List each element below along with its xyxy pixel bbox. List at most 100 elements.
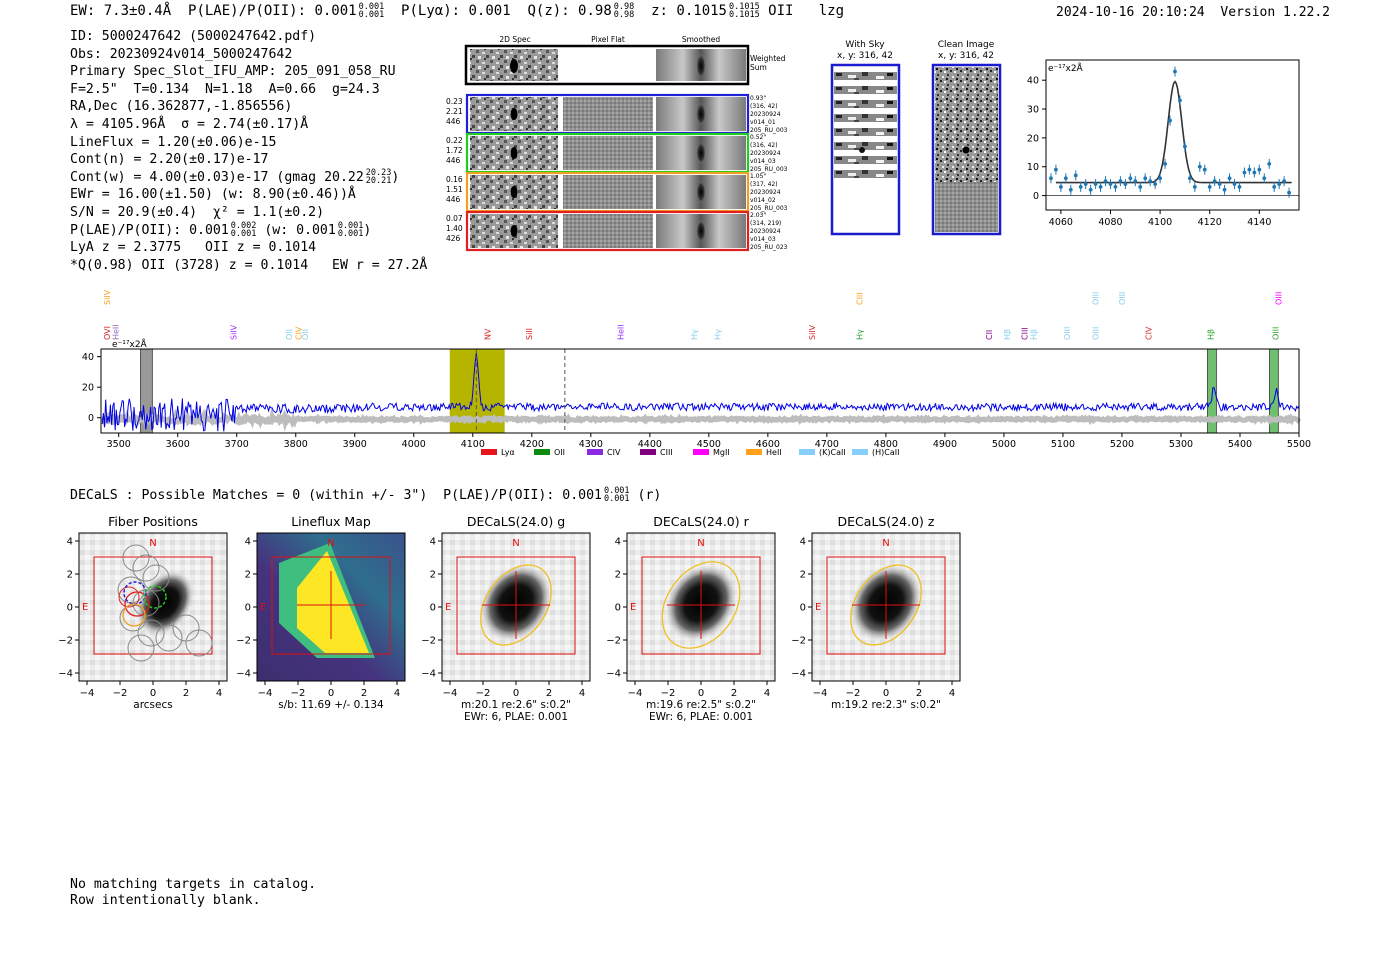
fiber-circle [122, 603, 146, 627]
header-z: z: 0.1015 [651, 3, 727, 19]
spectral-line-label: OIII [1118, 292, 1127, 305]
zoom-data-point [1232, 182, 1237, 186]
legend-label: Lyα [501, 448, 515, 457]
spec-ylabel: e⁻¹⁷x2Å [112, 338, 148, 350]
cutout-col-label-flat: Pixel Flat [591, 35, 625, 44]
decals-ytick-label: 0 [245, 603, 251, 614]
zoom-xtick-label: 4120 [1198, 217, 1222, 228]
spectrum-trace [101, 353, 1300, 432]
info-gmag-hi: 20.23 [365, 167, 392, 178]
header-summary: EW: 7.3±0.4Å P(LAE)/P(OII): 0.001 0.001 0.… [70, 3, 844, 20]
cutout-right-label: 205_RU_023 [750, 244, 788, 251]
info-primary: Primary Spec_Slot_IFU_AMP: 205_091_058_R… [70, 64, 396, 80]
footer-line-1: No matching targets in catalog. [70, 877, 317, 892]
cutout-right-label: 20230924 [750, 228, 781, 235]
zoom-data-point [1227, 176, 1232, 181]
header-plae-lo: 0.001 [358, 10, 385, 20]
spec-xtick-label: 4100 [461, 439, 485, 450]
spectral-line-label: CIII [855, 292, 864, 305]
decals-caption: m:19.6 re:2.5" s:0.2" [646, 699, 756, 711]
cutout-left-label: 0.23 [446, 97, 463, 106]
info-plae-w-end: ) [363, 222, 372, 238]
header-q: Q(z): 0.98 [527, 3, 612, 19]
clean-coord: x, y: 316, 42 [938, 51, 994, 61]
zoom-data-point [1138, 185, 1143, 189]
zoom-data-point [1093, 182, 1098, 186]
cutout-right-label: 2.03" [750, 212, 766, 219]
aperture-ellipse [850, 564, 922, 646]
spec-xtick-label: 4000 [402, 439, 426, 450]
decals-ytick-label: 2 [615, 570, 621, 581]
spec-xtick-label: 5200 [1110, 439, 1134, 450]
cutout-right-label: 205_RU_003 [750, 166, 788, 173]
decals-xtick-label: 4 [949, 688, 955, 699]
spec-xtick-label: 4800 [874, 439, 898, 450]
decals-panel-title: Fiber Positions [108, 514, 198, 529]
weighted-label-2: Sum [750, 63, 767, 72]
spec-ytick-label: 20 [82, 383, 94, 394]
zoom-data-point [1098, 185, 1103, 189]
spec-ytick-label: 0 [88, 413, 94, 424]
spec-xtick-label: 3600 [166, 439, 190, 450]
north-label: N [149, 538, 156, 549]
spec-xtick-label: 4500 [697, 439, 721, 450]
decals-ytick-label: −2 [606, 636, 621, 647]
decals-xtick-label: 2 [546, 688, 552, 699]
zoom-data-point [1257, 167, 1262, 172]
with-sky-frame [830, 63, 901, 236]
zoom-data-point [1133, 179, 1138, 184]
spectral-line-label: OVI [103, 326, 112, 340]
header-z-lo: 0.1015 [728, 10, 760, 20]
spec-xtick-label: 4300 [579, 439, 603, 450]
info-ewr: EWr = 16.00(±1.50) (w: 8.90(±0.46))Å [70, 187, 356, 203]
legend-swatch [693, 449, 709, 455]
zoom-data-point [1202, 167, 1207, 172]
fiber-circle [142, 564, 170, 592]
decals-ytick-label: 4 [800, 537, 806, 548]
zoom-ytick-label: 40 [1027, 76, 1039, 87]
spectral-line-label: HeII [616, 324, 625, 340]
zoom-data-point [1054, 167, 1058, 172]
spec-xtick-label: 3500 [107, 439, 131, 450]
info-cont-w: Cont(w) = 4.00(±0.03)e-17 (gmag 20.22 [70, 169, 364, 185]
line-fit-chart: e⁻¹⁷x2Å 4060 4080 4100 4120 4140 0 10 20 30 40 [1027, 59, 1300, 228]
decals-caption: m:19.2 re:2.3" s:0.2" [831, 699, 941, 711]
spectral-line-label: SiIV [230, 324, 239, 340]
decals-xtick-label: 4 [216, 688, 222, 699]
east-label: E [815, 602, 821, 613]
cutout-col-label-spec: 2D Spec [499, 35, 530, 44]
east-label: E [630, 602, 636, 613]
decals-xtick-label: −4 [258, 688, 273, 699]
decals-ytick-label: 0 [615, 603, 621, 614]
decals-caption: arcsecs [133, 699, 172, 711]
weighted-label-1: Weighted [750, 54, 786, 63]
aperture-ellipse [661, 561, 741, 649]
zoom-data-point [1153, 182, 1158, 186]
with-sky-title: With Sky [845, 40, 885, 50]
decals-caption: EWr: 6, PLAE: 0.001 [464, 711, 568, 723]
decals-ytick-label: −4 [421, 669, 436, 680]
zoom-data-point [1143, 176, 1148, 181]
decals-xtick-label: −2 [476, 688, 491, 699]
east-label: E [82, 602, 88, 613]
decals-xtick-label: −2 [291, 688, 306, 699]
zoom-data-point [1108, 182, 1113, 186]
cutout-col-label-smooth: Smoothed [682, 35, 721, 44]
cutout-left-label: 1.51 [446, 185, 463, 194]
spec-xtick-label: 5500 [1287, 439, 1311, 450]
legend-label: MgII [713, 448, 730, 457]
spec-ytick-label: 40 [82, 352, 94, 363]
legend-swatch [799, 449, 815, 455]
zoom-xtick-label: 4100 [1148, 217, 1172, 228]
error-band [100, 407, 1302, 432]
legend-label: OII [554, 448, 565, 457]
cutout-left-label: 1.40 [446, 224, 463, 233]
spec-xtick-label: 5300 [1169, 439, 1193, 450]
spectral-line-label: Hγ [714, 329, 723, 340]
decals-ytick-label: 4 [67, 537, 73, 548]
zoom-data-point [1277, 182, 1282, 186]
zoom-data-point [1068, 187, 1073, 192]
spectral-line-label: NV [483, 328, 492, 340]
fiber-circle [132, 554, 160, 582]
zoom-ylabel: e⁻¹⁷x2Å [1048, 62, 1084, 74]
